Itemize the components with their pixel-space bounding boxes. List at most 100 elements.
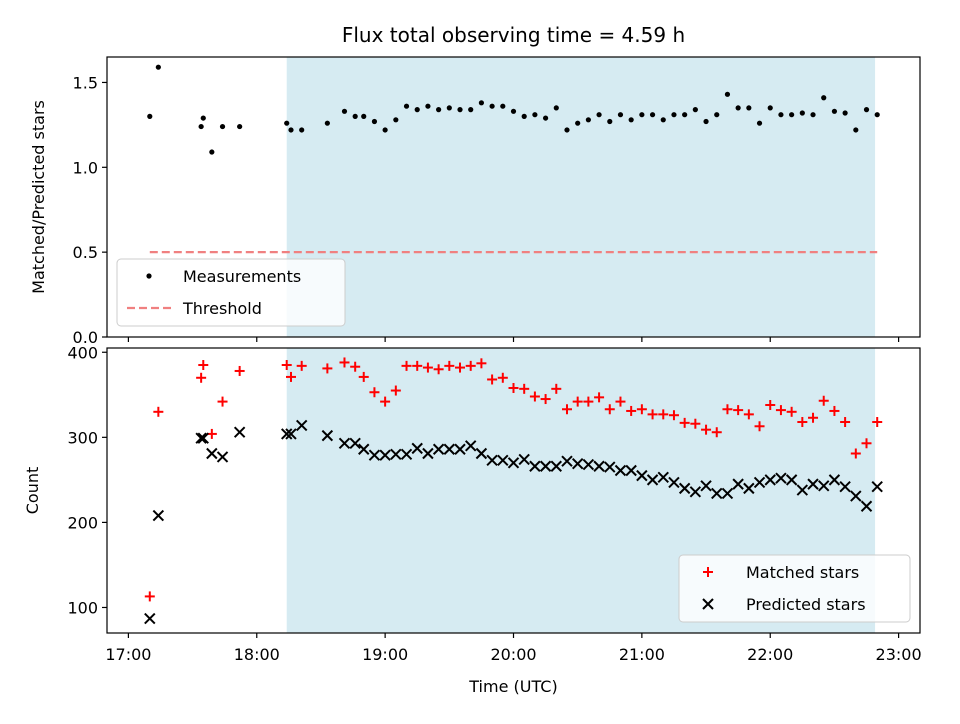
measurement-point xyxy=(542,115,549,121)
predicted-star-point xyxy=(518,453,530,466)
matched-star-point xyxy=(433,364,444,375)
bottom-x-ticks: 17:00 18:00 19:00 20:00 21:00 22:00 23:00 xyxy=(105,633,922,664)
predicted-star-point xyxy=(411,442,423,455)
matched-star-point xyxy=(690,418,701,429)
measurement-point xyxy=(810,112,816,118)
matched-star-point xyxy=(296,360,307,371)
y-tick-label: 400 xyxy=(67,343,98,362)
predicted-star-point xyxy=(368,449,381,461)
measurement-point xyxy=(436,107,442,113)
x-tick-label: 17:00 xyxy=(105,645,151,664)
predicted-star-point xyxy=(233,426,246,438)
measurement-point xyxy=(510,108,517,114)
measurement-point xyxy=(425,103,431,109)
predicted-star-point xyxy=(743,482,755,495)
matched-star-point xyxy=(217,396,228,407)
matched-star-point xyxy=(829,405,840,416)
matched-star-point xyxy=(153,406,164,417)
measurement-point xyxy=(147,113,153,119)
predicted-star-point xyxy=(321,429,334,442)
predicted-star-point xyxy=(216,451,229,463)
measurement-point xyxy=(649,112,656,118)
y-tick-label: 0.5 xyxy=(73,243,98,262)
measurement-point xyxy=(660,117,666,123)
matched-star-point xyxy=(754,421,765,432)
measurement-point xyxy=(628,117,634,123)
measurement-point xyxy=(532,112,538,118)
predicted-star-point xyxy=(295,419,308,432)
predicted-star-point xyxy=(732,478,744,490)
legend-measurement-swatch xyxy=(146,273,152,279)
measurement-point xyxy=(585,117,591,123)
matched-star-point xyxy=(711,427,722,438)
predicted-star-point xyxy=(390,448,402,461)
predicted-star-point xyxy=(454,443,466,455)
measurement-point xyxy=(457,107,463,113)
predicted-star-point xyxy=(422,447,434,460)
measurement-point xyxy=(324,120,330,126)
matched-star-point xyxy=(196,372,207,383)
measurement-point xyxy=(382,127,388,133)
predicted-star-point xyxy=(753,476,766,489)
measurement-point xyxy=(288,127,294,133)
matched-star-point xyxy=(743,409,754,420)
predicted-star-point xyxy=(144,612,156,625)
measurement-point xyxy=(842,110,848,116)
top-x-ticks xyxy=(127,337,900,342)
predicted-star-point xyxy=(689,486,702,498)
measurement-point xyxy=(446,105,452,111)
predicted-star-point xyxy=(604,461,616,473)
matched-star-point xyxy=(818,395,829,406)
measurement-point xyxy=(478,100,485,106)
measurement-point xyxy=(874,112,880,118)
measurement-point xyxy=(853,127,859,133)
matched-star-point xyxy=(722,404,733,415)
predicted-star-point xyxy=(550,460,562,472)
matched-star-point xyxy=(572,396,583,407)
matched-star-point xyxy=(476,358,487,369)
x-tick-label: 23:00 xyxy=(876,645,922,664)
legend-matched-swatch xyxy=(703,567,713,577)
legend-label: Predicted stars xyxy=(746,595,866,614)
predicted-star-point xyxy=(582,458,595,471)
matched-star-point xyxy=(529,391,540,402)
matched-star-point xyxy=(647,409,658,420)
bottom-y-ticks: 100 200 300 400 xyxy=(67,343,107,617)
x-axis-label: Time (UTC) xyxy=(468,677,557,696)
measurement-point xyxy=(403,103,410,109)
top-legend: Measurements Threshold xyxy=(116,258,346,327)
predicted-star-point xyxy=(807,478,819,490)
x-tick-label: 20:00 xyxy=(490,645,536,664)
predicted-star-point xyxy=(486,454,498,467)
predicted-star-point xyxy=(465,440,477,452)
predicted-star-point xyxy=(711,487,723,500)
measurement-point xyxy=(682,112,688,118)
measurement-point xyxy=(155,64,161,70)
matched-star-point xyxy=(358,371,369,382)
measurement-point xyxy=(341,108,348,114)
y-tick-label: 100 xyxy=(67,598,98,617)
measurement-point xyxy=(617,112,624,118)
predicted-star-point xyxy=(828,474,841,486)
measurement-point xyxy=(735,105,741,111)
matched-star-point xyxy=(615,396,626,407)
matched-star-point xyxy=(808,412,819,423)
predicted-star-point xyxy=(432,443,445,455)
measurement-point xyxy=(500,103,506,109)
x-tick-label: 18:00 xyxy=(234,645,280,664)
predicted-star-point xyxy=(625,464,637,477)
measurement-point xyxy=(639,112,645,118)
matched-star-point xyxy=(455,362,466,373)
matched-star-point xyxy=(701,424,712,435)
predicted-star-point xyxy=(700,480,712,492)
matched-star-point xyxy=(636,404,647,415)
legend-predicted-swatch xyxy=(702,598,714,610)
predicted-star-point xyxy=(775,472,787,484)
legend-label: Measurements xyxy=(183,267,301,286)
matched-star-point xyxy=(658,409,669,420)
matched-star-point xyxy=(508,382,519,393)
matched-star-point xyxy=(594,392,605,403)
top-plot-marks xyxy=(147,64,880,254)
measurement-point xyxy=(489,103,495,109)
